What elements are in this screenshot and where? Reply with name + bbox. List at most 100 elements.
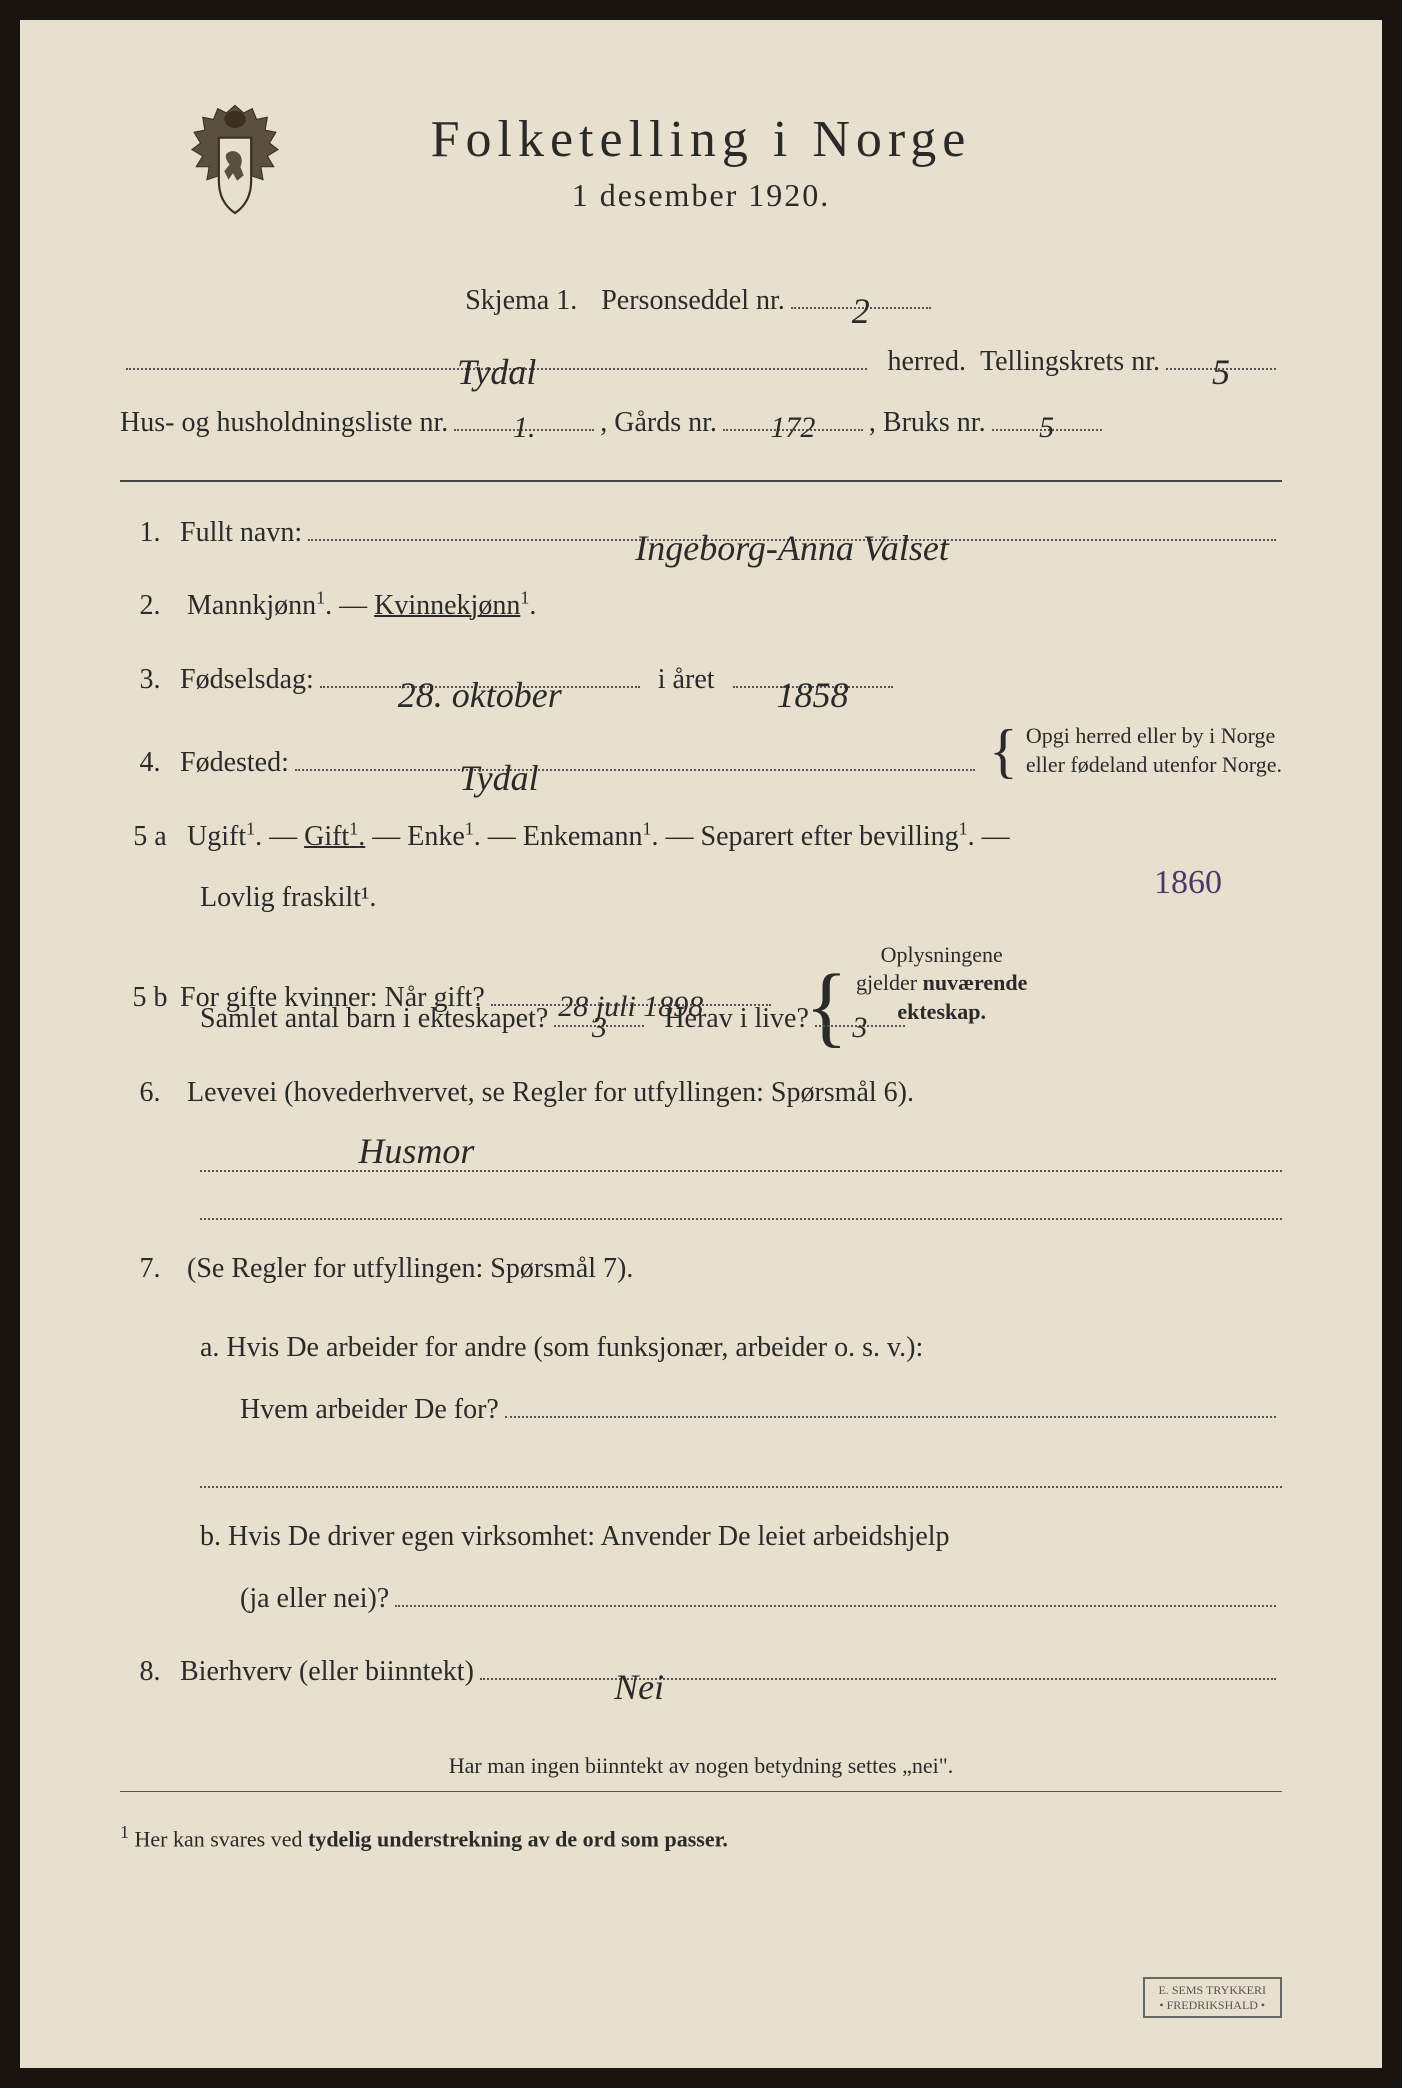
footer-hint: Har man ingen biinntekt av nogen betydni… bbox=[120, 1753, 1282, 1779]
q1-row: 1. Fullt navn: Ingeborg-Anna Valset bbox=[120, 502, 1282, 564]
q5a-options: Ugift1. — Gift1. — Enke1. — Enkemann1. —… bbox=[187, 821, 1010, 852]
bruks-value: 5 bbox=[1039, 399, 1054, 456]
q5b-barn-value: 3 bbox=[592, 995, 607, 1061]
q7a-line2 bbox=[200, 1458, 1282, 1488]
herred-field: Tydal bbox=[126, 368, 867, 370]
q7a-label: a. Hvis De arbeider for andre (som funks… bbox=[120, 1317, 1282, 1379]
krets-label: Tellingskrets nr. bbox=[980, 335, 1160, 388]
schema-row: Skjema 1. Personseddel nr. 2 bbox=[120, 274, 1282, 327]
q3-label: Fødselsdag: bbox=[180, 649, 314, 711]
q5b-note: Oplysningene gjelder nuværende ekteskap. bbox=[856, 941, 1027, 1027]
q2-sup1: 1 bbox=[316, 588, 325, 608]
q5b-gift-value: 28 juli 1898 bbox=[558, 974, 703, 1040]
q5b-gift-field: 28 juli 1898 bbox=[491, 1004, 771, 1006]
coat-of-arms-icon bbox=[180, 100, 290, 240]
gards-value: 172 bbox=[770, 399, 815, 456]
census-form-page: Folketelling i Norge 1 desember 1920. Sk… bbox=[20, 20, 1382, 2068]
herred-row: Tydal herred. Tellingskrets nr. 5 bbox=[120, 335, 1282, 388]
subtitle: 1 desember 1920. bbox=[431, 177, 972, 214]
bruks-field: 5 bbox=[992, 429, 1102, 431]
q4-note: Opgi herred eller by i Norge eller fødel… bbox=[1026, 722, 1282, 779]
q8-field: Nei bbox=[480, 1678, 1276, 1680]
schema-label: Skjema 1. bbox=[465, 274, 577, 327]
q3-row: 3. Fødselsdag: 28. oktober i året 1858 bbox=[120, 649, 1282, 711]
q7-num: 7. bbox=[120, 1238, 180, 1300]
q6-label: Levevei (hovederhvervet, se Regler for u… bbox=[187, 1077, 914, 1108]
q6-line1: Husmor bbox=[200, 1142, 1282, 1172]
q5b-note3: ekteskap. bbox=[897, 999, 986, 1024]
q5b-note1: Oplysningene bbox=[881, 942, 1003, 967]
printer-stamp: E. SEMS TRYKKERI • FREDRIKSHALD • bbox=[1143, 1977, 1282, 2018]
q5b-live-field: 3 bbox=[815, 1025, 905, 1027]
q6-value: Husmor bbox=[358, 1112, 474, 1191]
q3-year-label: i året bbox=[658, 649, 715, 711]
hushold-row: Hus- og husholdningsliste nr. 1. , Gårds… bbox=[120, 396, 1282, 449]
q3-year-field: 1858 bbox=[733, 686, 893, 688]
q4-note-line2: eller fødeland utenfor Norge. bbox=[1026, 752, 1282, 777]
q7-label: (Se Regler for utfyllingen: Spørsmål 7). bbox=[187, 1253, 633, 1284]
krets-value: 5 bbox=[1212, 338, 1230, 406]
q5b-num: 5 b bbox=[120, 967, 180, 1029]
header: Folketelling i Norge 1 desember 1920. bbox=[120, 110, 1282, 214]
q5b-note2: gjelder nuværende bbox=[856, 970, 1027, 995]
personseddel-label: Personseddel nr. bbox=[601, 274, 785, 327]
q7a-field bbox=[505, 1416, 1276, 1418]
hushold-field: 1. bbox=[454, 429, 594, 431]
footnote-rule bbox=[120, 1791, 1282, 1792]
gards-field: 172 bbox=[723, 429, 863, 431]
bruks-label: , Bruks nr. bbox=[869, 396, 986, 449]
q8-row: 8. Bierhverv (eller biinntekt) Nei bbox=[120, 1641, 1282, 1703]
q4-num: 4. bbox=[120, 732, 180, 794]
q2-num: 2. bbox=[120, 575, 180, 637]
q2-period: . bbox=[529, 590, 536, 621]
q6-row: 6. Levevei (hovederhvervet, se Regler fo… bbox=[120, 1062, 1282, 1220]
q1-num: 1. bbox=[120, 502, 180, 564]
stamp-line1: E. SEMS TRYKKERI bbox=[1159, 1983, 1266, 1997]
q2-dash: . — bbox=[325, 590, 367, 621]
q5b-live-value: 3 bbox=[852, 995, 867, 1061]
hushold-label: Hus- og husholdningsliste nr. bbox=[120, 396, 448, 449]
personseddel-value: 2 bbox=[852, 277, 870, 345]
separator-1 bbox=[120, 480, 1282, 482]
q6-num: 6. bbox=[120, 1062, 180, 1124]
krets-field: 5 bbox=[1166, 368, 1276, 370]
q5b-note-group: { Oplysningene gjelder nuværende ekteska… bbox=[797, 941, 1028, 1027]
footnote-1: 1 Her kan svares ved tydelig understrekn… bbox=[120, 1822, 1282, 1852]
q7b-field bbox=[395, 1605, 1276, 1607]
q8-value: Nei bbox=[614, 1648, 664, 1727]
q1-label: Fullt navn: bbox=[180, 502, 302, 564]
q4-field: Tydal bbox=[295, 769, 975, 771]
q7-row: 7. (Se Regler for utfyllingen: Spørsmål … bbox=[120, 1238, 1282, 1630]
q5b-row: 5 b For gifte kvinner: Når gift? 28 juli… bbox=[120, 941, 1282, 1050]
q4-row: 4. Fødested: Tydal { Opgi herred eller b… bbox=[120, 722, 1282, 793]
hushold-value: 1. bbox=[513, 399, 536, 456]
q7b-label2: (ja eller nei)? bbox=[240, 1568, 389, 1630]
title-block: Folketelling i Norge 1 desember 1920. bbox=[431, 110, 972, 214]
q5b-barn-field: 3 bbox=[554, 1025, 644, 1027]
q3-day-field: 28. oktober bbox=[320, 686, 640, 688]
brace-icon-2: { bbox=[805, 971, 848, 1043]
q4-label: Fødested: bbox=[180, 732, 289, 794]
herred-value: Tydal bbox=[457, 338, 536, 406]
q2-row: 2. Mannkjønn1. — Kvinnekjønn1. bbox=[120, 575, 1282, 637]
q3-num: 3. bbox=[120, 649, 180, 711]
stamp-line2: • FREDRIKSHALD • bbox=[1159, 1998, 1266, 2012]
q5b-label2: Samlet antal barn i ekteskapet? bbox=[200, 988, 548, 1050]
q4-note-line1: Opgi herred eller by i Norge bbox=[1026, 723, 1275, 748]
q2-sup2: 1 bbox=[520, 588, 529, 608]
q4-note-group: { Opgi herred eller by i Norge eller fød… bbox=[981, 722, 1282, 779]
q2-male: Mannkjønn bbox=[187, 590, 316, 621]
q5a-annotation: 1860 bbox=[1154, 846, 1222, 921]
herred-label: herred. bbox=[887, 335, 966, 388]
q5a-line2: Lovlig fraskilt¹. bbox=[120, 867, 1282, 929]
brace-icon: { bbox=[989, 727, 1018, 775]
q8-num: 8. bbox=[120, 1641, 180, 1703]
q7b-label: b. Hvis De driver egen virksomhet: Anven… bbox=[120, 1506, 1282, 1568]
gards-label: , Gårds nr. bbox=[600, 396, 717, 449]
personseddel-field: 2 bbox=[791, 307, 931, 309]
q1-field: Ingeborg-Anna Valset bbox=[308, 539, 1276, 541]
q8-label: Bierhverv (eller biinntekt) bbox=[180, 1641, 474, 1703]
q2-female: Kvinnekjønn bbox=[374, 590, 520, 621]
q6-line2 bbox=[200, 1190, 1282, 1220]
q7a-label2: Hvem arbeider De for? bbox=[240, 1379, 499, 1441]
